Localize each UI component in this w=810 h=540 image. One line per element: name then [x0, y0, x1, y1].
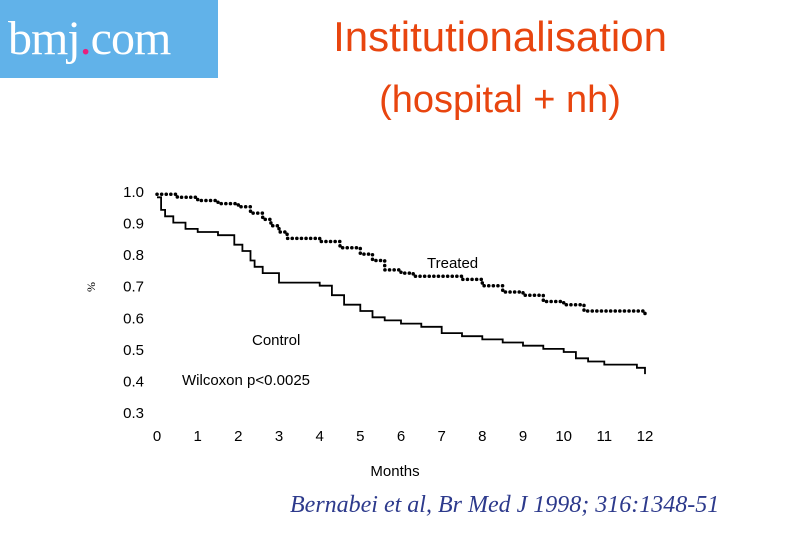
x-tick-label: 5	[356, 428, 364, 445]
x-tick-label: 0	[153, 428, 161, 445]
y-tick-label: 0.8	[123, 247, 144, 264]
x-tick-label: 11	[597, 428, 613, 445]
slide-subtitle: (hospital + nh)	[379, 79, 621, 121]
chart-axes: 1.00.90.80.70.60.50.40.30 1 2 3 4 5 6 7 8 9 10 11 12	[123, 184, 653, 445]
bmj-logo: bmj.com	[0, 0, 218, 78]
x-tick-label: 8	[478, 428, 486, 445]
logo-dot: .	[79, 12, 92, 65]
chart-labels: Treated Control Wilcoxon p<0.0025 Months%	[84, 255, 478, 480]
series-line-control	[157, 196, 646, 375]
x-tick-label: 6	[397, 428, 405, 445]
logo-suffix: com	[90, 12, 172, 65]
bmj-logo-text: bmj.com	[8, 12, 172, 65]
series-label-treated: Treated	[427, 255, 478, 272]
x-tick-label: 3	[275, 428, 283, 445]
slide-title: Institutionalisation	[333, 13, 667, 60]
x-tick-label: 12	[637, 428, 654, 445]
y-tick-label: 0.9	[123, 216, 144, 233]
x-tick-label: 2	[234, 428, 242, 445]
logo-prefix: bmj	[8, 12, 81, 65]
y-tick-label: 0.3	[123, 405, 144, 422]
y-tick-label: 1.0	[123, 184, 144, 201]
y-tick-label: 0.6	[123, 310, 144, 327]
series-label-control: Control	[252, 332, 300, 349]
wilcoxon-annotation: Wilcoxon p<0.0025	[182, 372, 310, 389]
series-line-treated	[155, 192, 647, 316]
x-tick-label: 7	[437, 428, 445, 445]
x-axis-label: Months	[370, 463, 419, 480]
x-tick-label: 10	[555, 428, 572, 445]
x-tick-label: 4	[315, 428, 323, 445]
chart-series	[155, 192, 647, 375]
y-axis-label: %	[84, 282, 98, 292]
x-tick-label: 1	[193, 428, 201, 445]
y-tick-label: 0.7	[123, 279, 144, 296]
citation: Bernabei et al, Br Med J 1998; 316:1348-…	[290, 492, 720, 518]
x-tick-label: 9	[519, 428, 527, 445]
y-tick-label: 0.5	[123, 342, 144, 359]
y-tick-label: 0.4	[123, 373, 144, 390]
